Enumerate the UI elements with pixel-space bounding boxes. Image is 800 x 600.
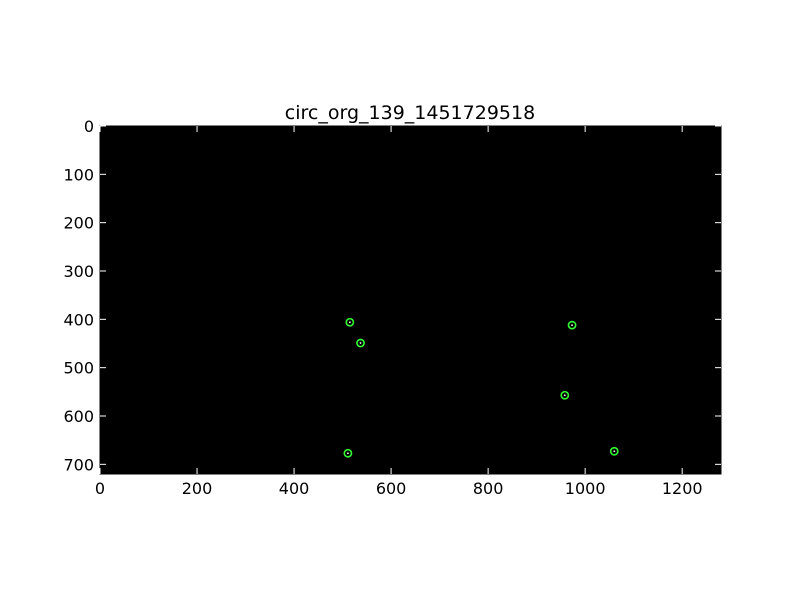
data-point — [560, 390, 570, 400]
x-tick-label: 400 — [279, 479, 310, 498]
y-tick-label: 300 — [63, 262, 94, 281]
data-point-ring — [356, 338, 365, 348]
data-points — [343, 317, 619, 458]
data-point — [345, 317, 355, 327]
data-point-center — [347, 452, 349, 455]
data-point — [609, 446, 619, 456]
y-tick-label: 0 — [84, 117, 94, 136]
data-point-ring — [567, 320, 577, 330]
data-point-center — [348, 321, 351, 324]
x-tick-label: 1200 — [662, 479, 703, 498]
data-point-center — [359, 342, 362, 344]
y-tick-label: 600 — [63, 407, 94, 426]
y-tick-label: 200 — [63, 214, 94, 233]
y-tick-label: 500 — [63, 359, 94, 378]
data-point-center — [613, 450, 616, 453]
x-tick-label: 0 — [95, 479, 105, 498]
data-point-center — [571, 324, 573, 327]
y-tick-label: 700 — [63, 455, 94, 474]
y-axis: 0 100 200 300 400 500 600 700 — [63, 117, 721, 474]
x-tick-label: 200 — [182, 479, 213, 498]
data-point — [356, 338, 365, 348]
chart-title: circ_org_139_1451729518 — [285, 102, 535, 124]
data-point-center — [563, 394, 566, 397]
data-point-ring — [345, 317, 355, 327]
data-point — [343, 448, 353, 458]
x-tick-label: 1000 — [565, 479, 606, 498]
x-tick-label: 800 — [473, 479, 504, 498]
y-tick-label: 100 — [63, 165, 94, 184]
data-point-ring — [560, 390, 570, 400]
y-tick-label: 400 — [63, 310, 94, 329]
data-point — [567, 320, 577, 330]
data-point-ring — [343, 448, 353, 458]
x-axis: 0 200 400 600 800 1000 1200 — [95, 126, 703, 498]
x-tick-label: 600 — [376, 479, 407, 498]
plot-area — [99, 125, 722, 475]
data-point-ring — [609, 446, 619, 456]
